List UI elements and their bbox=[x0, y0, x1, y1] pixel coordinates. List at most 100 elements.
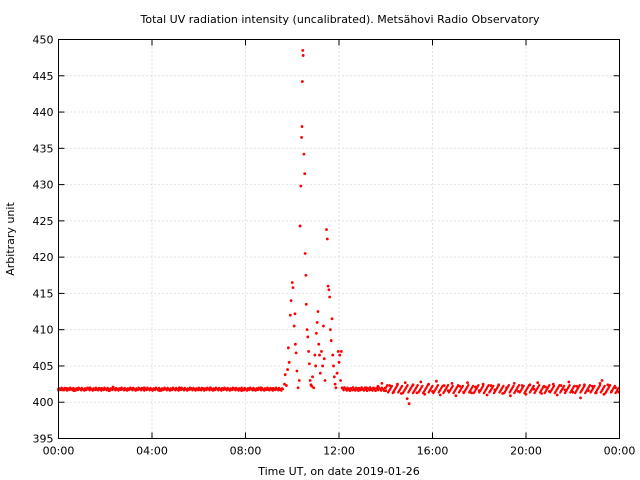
data-point bbox=[296, 386, 300, 390]
data-point bbox=[174, 389, 177, 392]
data-point bbox=[336, 350, 340, 353]
data-point bbox=[171, 388, 174, 392]
data-point bbox=[157, 389, 160, 392]
data-point bbox=[331, 353, 335, 357]
data-point bbox=[573, 384, 576, 388]
data-point bbox=[231, 388, 234, 392]
data-point bbox=[213, 388, 217, 392]
data-point bbox=[93, 388, 97, 392]
data-point bbox=[317, 342, 321, 346]
data-point bbox=[182, 389, 186, 392]
data-point bbox=[332, 375, 336, 379]
data-point bbox=[562, 384, 566, 388]
data-point bbox=[74, 389, 77, 392]
data-point bbox=[65, 389, 69, 392]
y-tick-label: 445 bbox=[33, 70, 54, 83]
data-point bbox=[325, 237, 329, 241]
data-point bbox=[558, 384, 561, 387]
data-point bbox=[265, 388, 268, 392]
data-point bbox=[97, 389, 100, 392]
data-point bbox=[196, 388, 200, 392]
data-point bbox=[294, 351, 298, 355]
data-point bbox=[431, 384, 434, 388]
data-point bbox=[405, 397, 409, 400]
data-point bbox=[434, 379, 438, 383]
data-point bbox=[446, 384, 450, 387]
data-point bbox=[333, 382, 337, 386]
data-point bbox=[419, 380, 423, 384]
data-point bbox=[329, 339, 333, 342]
y-tick-label: 415 bbox=[33, 287, 54, 300]
data-point bbox=[538, 384, 541, 387]
data-point bbox=[606, 383, 610, 387]
data-point bbox=[507, 384, 511, 387]
x-tick-label: 00:00 bbox=[604, 445, 636, 458]
data-point bbox=[327, 288, 331, 292]
x-tick-label: 08:00 bbox=[230, 445, 262, 458]
data-point bbox=[575, 384, 579, 388]
data-point bbox=[461, 384, 465, 388]
data-point bbox=[287, 360, 291, 364]
data-point bbox=[578, 384, 581, 387]
data-point bbox=[79, 389, 83, 392]
data-point bbox=[297, 379, 301, 382]
x-tick-label: 04:00 bbox=[136, 445, 168, 458]
data-point bbox=[362, 389, 366, 392]
data-point bbox=[301, 48, 305, 52]
data-point bbox=[128, 388, 131, 392]
x-tick-label: 16:00 bbox=[417, 445, 449, 458]
data-point bbox=[407, 402, 411, 406]
data-point bbox=[348, 389, 352, 393]
data-point bbox=[426, 384, 430, 387]
data-points bbox=[57, 48, 621, 406]
y-tick-label: 450 bbox=[33, 34, 54, 47]
data-point bbox=[517, 384, 521, 387]
data-point bbox=[225, 389, 228, 392]
data-point bbox=[76, 388, 80, 392]
data-point bbox=[312, 386, 316, 390]
data-point bbox=[357, 389, 360, 393]
data-point bbox=[88, 389, 91, 392]
data-point bbox=[400, 384, 404, 388]
data-point bbox=[406, 384, 409, 387]
data-point bbox=[334, 386, 338, 390]
data-point bbox=[374, 389, 377, 393]
data-point bbox=[421, 384, 424, 388]
data-point bbox=[608, 384, 612, 387]
data-point bbox=[251, 389, 254, 392]
data-point bbox=[292, 324, 296, 328]
data-point bbox=[293, 342, 297, 346]
data-point bbox=[136, 388, 140, 392]
data-point bbox=[354, 389, 357, 392]
data-point bbox=[153, 388, 157, 392]
data-point bbox=[145, 388, 148, 392]
data-point bbox=[273, 388, 277, 392]
data-point bbox=[306, 335, 310, 339]
data-point bbox=[100, 389, 103, 392]
data-point bbox=[304, 302, 308, 306]
data-point bbox=[301, 54, 305, 57]
data-point bbox=[256, 388, 260, 392]
data-point bbox=[450, 381, 454, 385]
data-point bbox=[208, 389, 211, 392]
data-point bbox=[322, 324, 325, 328]
data-point bbox=[203, 389, 206, 392]
data-point bbox=[286, 346, 290, 350]
data-point bbox=[388, 384, 392, 387]
data-point bbox=[315, 331, 318, 335]
data-point bbox=[205, 388, 208, 392]
data-point bbox=[598, 381, 602, 385]
data-point bbox=[359, 389, 363, 392]
data-point bbox=[326, 284, 330, 288]
data-point bbox=[489, 384, 493, 387]
data-point bbox=[122, 389, 126, 392]
data-point bbox=[254, 389, 257, 392]
data-point bbox=[481, 384, 485, 388]
y-tick-label: 410 bbox=[33, 324, 54, 337]
data-point bbox=[85, 388, 88, 392]
data-point bbox=[148, 389, 151, 392]
data-point bbox=[300, 80, 304, 83]
data-point bbox=[512, 384, 515, 388]
y-tick-label: 400 bbox=[33, 396, 54, 409]
